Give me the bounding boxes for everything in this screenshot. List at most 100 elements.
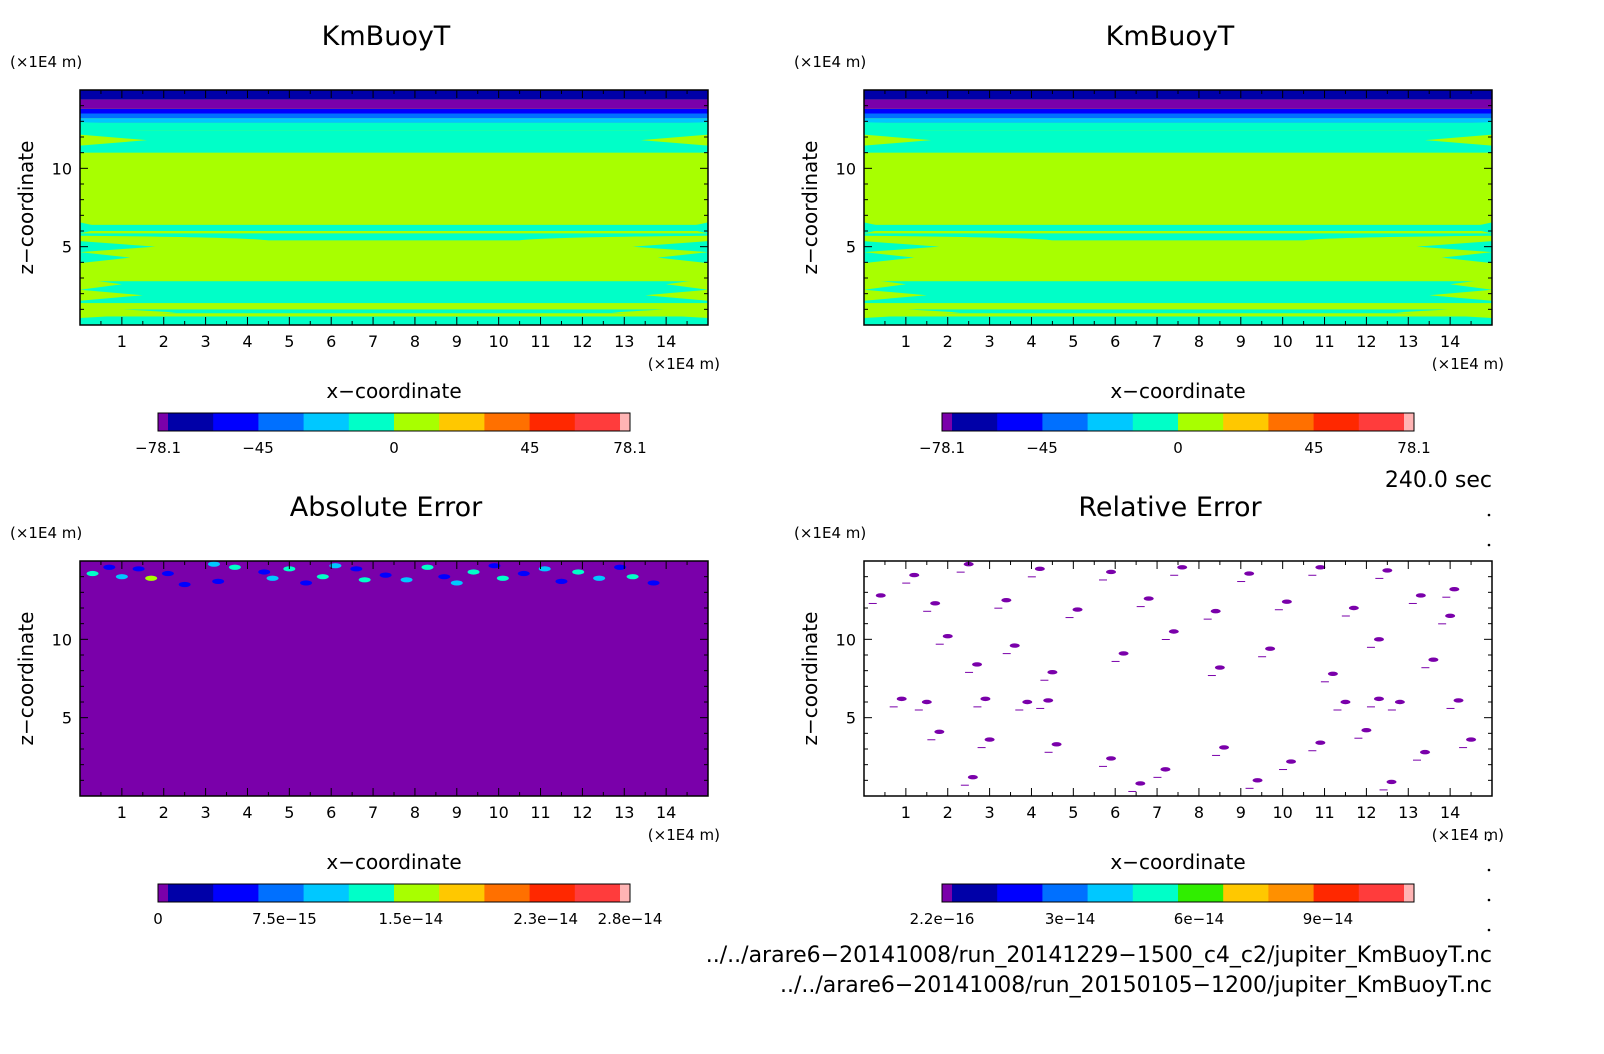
contour-layer xyxy=(80,281,708,304)
y-unit-label: (×1E4 m) xyxy=(10,53,82,71)
x-tick-label: 1 xyxy=(901,332,911,351)
colorbar-tick-label: 0 xyxy=(153,910,163,928)
x-tick-label: 14 xyxy=(656,803,676,822)
x-unit-label: (×1E4 m) xyxy=(648,355,720,373)
contour-lobe-left xyxy=(864,306,961,318)
colorbar-frame xyxy=(157,883,631,903)
x-tick-label: 11 xyxy=(530,332,550,351)
colorbar-segment xyxy=(439,413,485,431)
contour-lobe-left xyxy=(80,134,147,146)
error-spot xyxy=(115,574,128,580)
plot-area xyxy=(80,561,708,796)
x-axis-label: x−coordinate xyxy=(326,850,461,874)
x-tick-label: 6 xyxy=(326,332,336,351)
contour-lobe-right xyxy=(657,252,708,264)
contour-lobe-left xyxy=(80,252,131,264)
colorbar: −78.1 −45 0 45 78.1 xyxy=(919,412,1431,457)
colorbar-tick-label: 2.2e−16 xyxy=(910,910,975,928)
contour-lobe-right xyxy=(1441,252,1492,264)
contour-lobe-left xyxy=(864,122,998,134)
error-spot xyxy=(1135,781,1146,786)
contour-band xyxy=(864,233,1492,241)
x-tick-label: 13 xyxy=(614,332,634,351)
x-tick-label: 13 xyxy=(614,803,634,822)
contour-layer xyxy=(80,108,708,114)
contour-layer xyxy=(80,309,708,314)
error-spot xyxy=(1177,565,1188,570)
colorbar-end-low xyxy=(158,413,168,431)
error-spot xyxy=(647,580,660,586)
colorbar-segment xyxy=(1358,413,1405,431)
colorbar-segment xyxy=(213,413,259,431)
error-spot xyxy=(934,729,945,734)
x-tick-label: 3 xyxy=(985,803,995,822)
x-tick-label: 14 xyxy=(656,332,676,351)
colorbar-segment xyxy=(1042,884,1089,902)
colorbar-segment xyxy=(258,884,305,902)
contour-lobe-left xyxy=(80,222,106,234)
error-spot xyxy=(1244,571,1255,576)
error-spot xyxy=(1286,759,1297,764)
contour-lobe-left xyxy=(80,306,177,318)
y-tick-label: 10 xyxy=(836,630,856,649)
colorbar-tick-label: −78.1 xyxy=(135,439,181,457)
x-tick-label: 4 xyxy=(1026,332,1036,351)
error-spot xyxy=(1265,646,1276,651)
colorbar-frame xyxy=(941,883,1415,903)
decor-dot xyxy=(1487,928,1491,932)
x-tick-label: 13 xyxy=(1398,332,1418,351)
y-tick-label: 5 xyxy=(846,238,856,257)
contour-lobe-left xyxy=(864,134,931,146)
error-spot xyxy=(421,564,434,570)
error-spot xyxy=(1043,698,1054,703)
x-tick-label: 7 xyxy=(1152,803,1162,822)
panel-1: KmBuoyT(×1E4 m)1 2 3 4 5 6 7 8 9 10 11 12 13 14510(×1… xyxy=(10,21,720,457)
contour-lobe-left xyxy=(864,222,890,234)
contour-tongue xyxy=(205,272,604,278)
panel-title: KmBuoyT xyxy=(322,21,451,52)
contour-lobe-right xyxy=(1416,241,1492,253)
contour-layer xyxy=(80,224,708,231)
colorbar-segment xyxy=(574,884,621,902)
x-tick-label: 8 xyxy=(410,803,420,822)
contour-lobe-right xyxy=(611,306,708,318)
contour-layer xyxy=(864,316,1492,325)
x-tick-label: 5 xyxy=(284,332,294,351)
x-tick-label: 10 xyxy=(1272,803,1292,822)
colorbar-segment xyxy=(168,884,214,902)
error-spot xyxy=(1051,742,1062,747)
contour-lobe-right xyxy=(645,289,708,301)
contour-layer xyxy=(80,313,708,317)
plot-area xyxy=(80,90,708,325)
colorbar-segment xyxy=(1223,884,1269,902)
y-axis-label: z−coordinate xyxy=(14,612,38,746)
x-tick-label: 7 xyxy=(1152,332,1162,351)
colorbar-segment xyxy=(997,413,1043,431)
decor-dot xyxy=(1487,868,1491,872)
colorbar-segment xyxy=(394,884,440,902)
colorbar-segment xyxy=(997,884,1043,902)
colorbar-segment xyxy=(529,413,576,431)
colorbar-tick-label: 6e−14 xyxy=(1174,910,1224,928)
contour-lobe-right xyxy=(632,241,708,253)
x-tick-label: 7 xyxy=(368,803,378,822)
x-tick-label: 6 xyxy=(326,803,336,822)
colorbar-tick-label: 45 xyxy=(520,439,539,457)
x-tick-label: 2 xyxy=(159,332,169,351)
error-spot xyxy=(300,580,313,586)
colorbar-segment xyxy=(1358,884,1405,902)
x-tick-label: 14 xyxy=(1440,803,1460,822)
contour-lobe-right xyxy=(682,222,708,234)
x-unit-label: (×1E4 m) xyxy=(1432,826,1504,844)
contour-layer xyxy=(864,99,1492,109)
y-tick-label: 10 xyxy=(52,630,72,649)
contour-layer xyxy=(864,130,1492,137)
x-tick-label: 2 xyxy=(943,332,953,351)
decor-dot xyxy=(1487,898,1491,902)
contour-lobe-right xyxy=(1358,122,1492,134)
contour-layer xyxy=(80,316,708,325)
y-tick-label: 5 xyxy=(62,238,72,257)
error-spot xyxy=(1034,566,1045,572)
x-tick-label: 8 xyxy=(1194,332,1204,351)
